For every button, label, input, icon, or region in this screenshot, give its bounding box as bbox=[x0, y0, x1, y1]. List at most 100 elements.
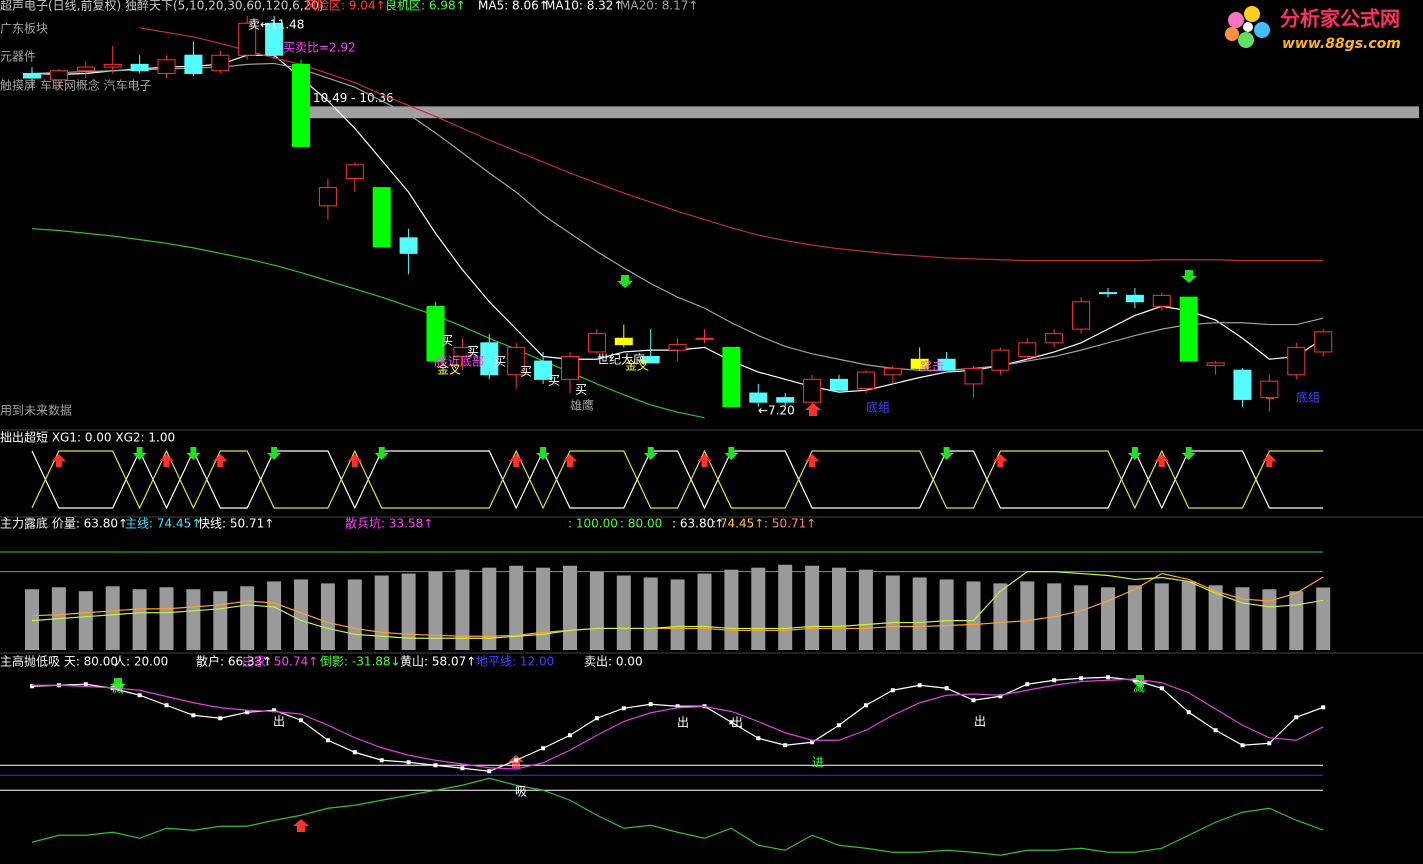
panel-label: 拙出超短 XG1: 0.00 XG2: 1.00 bbox=[0, 430, 175, 445]
bar bbox=[1316, 587, 1331, 650]
panel-label: : 74.45↑ bbox=[712, 517, 764, 531]
sell-arrow bbox=[374, 447, 389, 460]
candle-body bbox=[1260, 380, 1279, 399]
candle-body bbox=[426, 305, 445, 362]
series-marker bbox=[1321, 705, 1326, 710]
candle-body bbox=[1287, 346, 1306, 376]
series-line bbox=[31, 62, 1324, 371]
candle-body bbox=[1018, 342, 1037, 358]
series-marker bbox=[1186, 710, 1191, 715]
annotation: 世纪大底 bbox=[597, 352, 645, 367]
bar bbox=[428, 571, 443, 650]
series-line bbox=[31, 571, 1324, 639]
candle-body bbox=[1314, 331, 1333, 353]
candle-body bbox=[749, 392, 768, 403]
candle-body bbox=[1125, 294, 1144, 303]
candle-body bbox=[668, 344, 687, 351]
candle-body bbox=[157, 59, 176, 74]
bar bbox=[213, 591, 228, 650]
annotation: 买 bbox=[441, 334, 453, 348]
buy-arrow bbox=[805, 454, 820, 467]
annotation: 底组 bbox=[866, 400, 890, 415]
series-marker bbox=[164, 703, 169, 708]
bar bbox=[1289, 591, 1304, 650]
series-marker bbox=[1079, 676, 1084, 681]
sell-arrow bbox=[186, 447, 201, 460]
logo: 分析家公式网 www.88gs.com bbox=[1225, 6, 1401, 52]
candle-body bbox=[130, 63, 149, 72]
panel: 主力露底 价量: 63.80↑主线: 74.45↑快线: 50.71↑ 散兵坑: … bbox=[0, 516, 1331, 650]
series-marker bbox=[379, 758, 384, 763]
candle-body bbox=[1099, 292, 1117, 295]
candle-body bbox=[856, 371, 875, 389]
candle-body bbox=[1179, 296, 1198, 362]
panel-label: : 63.80↑ bbox=[672, 517, 724, 531]
price-band bbox=[310, 106, 1419, 119]
candle-body bbox=[991, 349, 1010, 371]
candle-body bbox=[614, 337, 633, 346]
bar bbox=[939, 579, 954, 650]
annotation: 接近底部 bbox=[436, 354, 484, 369]
bar bbox=[159, 587, 174, 650]
panel-label: 卖出: 0.00 bbox=[584, 655, 643, 669]
bar bbox=[1262, 589, 1277, 650]
bar bbox=[858, 569, 873, 650]
candle-body bbox=[1045, 333, 1064, 344]
candle-body bbox=[49, 70, 68, 81]
candle-body bbox=[883, 367, 902, 376]
buy-arrow bbox=[51, 454, 66, 467]
sell-arrow bbox=[939, 447, 954, 460]
series-marker bbox=[245, 710, 250, 715]
panel: 主高抛低吸 天: 80.00人: 20.00 散户: 66.33↑庄家: 50.7… bbox=[0, 654, 1326, 856]
panel-label: 人: 20.00 bbox=[114, 655, 168, 669]
band-label: 10.49 - 10.36 bbox=[313, 91, 394, 105]
panel-label: 散兵坑: 33.58↑ bbox=[345, 516, 433, 531]
annotation: 进 bbox=[812, 756, 824, 770]
panel-label: MA10: 8.32↑ bbox=[545, 0, 623, 13]
annotation: 卖←11.48 bbox=[248, 18, 304, 32]
logo-petal bbox=[1244, 6, 1260, 22]
annotation: 雄鹰 bbox=[570, 398, 594, 413]
panel-label: : 80.00 bbox=[620, 517, 662, 531]
candle-body bbox=[803, 378, 822, 403]
candle-body bbox=[1072, 301, 1091, 330]
annotation: 买 bbox=[494, 355, 506, 369]
bar bbox=[482, 567, 497, 650]
sell-arrow bbox=[643, 447, 658, 460]
candle-body bbox=[292, 63, 310, 148]
annotation: 金叉 bbox=[437, 362, 461, 377]
series-marker bbox=[191, 713, 196, 718]
candle-body bbox=[641, 356, 660, 364]
buy-arrow bbox=[213, 454, 228, 467]
candle-body bbox=[480, 342, 499, 376]
series-marker bbox=[1240, 743, 1245, 748]
series-marker bbox=[648, 702, 653, 707]
logo-petal bbox=[1254, 22, 1270, 38]
panel-label: : 50.71↑ bbox=[764, 517, 816, 531]
up-arrow bbox=[805, 403, 821, 416]
candle-body bbox=[534, 360, 553, 380]
series-marker bbox=[1025, 682, 1030, 687]
candle-body bbox=[372, 187, 391, 248]
annotation: 买 bbox=[467, 345, 479, 359]
series-line bbox=[31, 228, 705, 419]
bar bbox=[912, 577, 927, 650]
bar bbox=[347, 579, 362, 650]
series-marker bbox=[944, 686, 949, 691]
sell-arrow bbox=[267, 447, 282, 460]
series-line bbox=[31, 572, 1324, 637]
annotation: 买 bbox=[548, 374, 560, 388]
panel-label: 黄山: 58.07↑ bbox=[400, 655, 476, 669]
bar bbox=[1208, 585, 1223, 650]
series-line bbox=[31, 449, 1324, 510]
candle-body bbox=[722, 346, 741, 408]
bar bbox=[563, 565, 577, 650]
series-marker bbox=[971, 698, 976, 703]
annotation: 元器件 bbox=[0, 50, 36, 64]
series-marker bbox=[406, 760, 411, 765]
bar bbox=[805, 565, 820, 650]
bar bbox=[455, 569, 470, 650]
series-marker bbox=[325, 738, 330, 743]
series-line bbox=[139, 27, 1324, 262]
